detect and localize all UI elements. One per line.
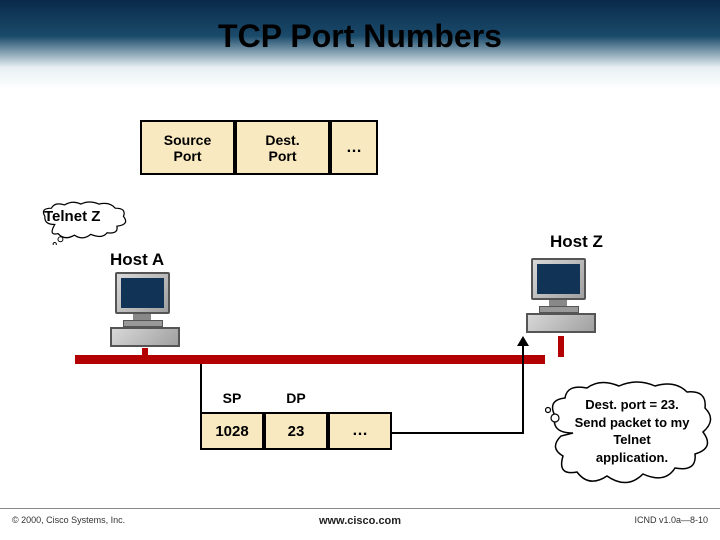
host-z-computer-icon (521, 258, 601, 338)
dest-l2: Send packet to my (575, 415, 690, 430)
source-port-l2: Port (174, 148, 202, 164)
host-z-label: Host Z (550, 232, 603, 252)
source-port-cell: Source Port (140, 120, 235, 175)
top-port-row: Source Port Dest. Port … (140, 120, 378, 175)
bottom-port-row: 1028 23 … (200, 412, 392, 450)
slide-title: TCP Port Numbers (0, 18, 720, 55)
footer-center: www.cisco.com (0, 515, 720, 527)
bottom-ellipsis-cell: … (328, 412, 392, 450)
dp-cell: 23 (264, 412, 328, 450)
top-ellipsis-cell: … (330, 120, 378, 175)
diagram: Source Port Dest. Port … Telnet Z Host A… (0, 90, 720, 510)
packet-line-right (391, 432, 524, 434)
sp-cell: 1028 (200, 412, 264, 450)
source-port-l1: Source (164, 132, 211, 148)
dest-port-l1: Dest. (265, 132, 299, 148)
network-bar (75, 355, 545, 364)
dest-cloud-text: Dest. port = 23. Send packet to my Telne… (562, 396, 702, 466)
dest-l1: Dest. port = 23. (585, 397, 679, 412)
telnet-cloud-label: Telnet Z (44, 208, 100, 225)
dest-port-l2: Port (269, 148, 297, 164)
dest-l3: Telnet (613, 432, 650, 447)
footer: © 2000, Cisco Systems, Inc. www.cisco.co… (0, 508, 720, 525)
sp-header: SP (200, 390, 264, 406)
dest-port-cell: Dest. Port (235, 120, 330, 175)
host-a-label: Host A (110, 250, 164, 270)
dp-header: DP (264, 390, 328, 406)
packet-line-down (200, 364, 202, 414)
host-a-computer-icon (105, 272, 185, 352)
sp-dp-header-row: SP DP (200, 390, 328, 406)
arrow-up-icon (517, 336, 529, 346)
dest-l4: application. (596, 450, 668, 465)
network-stub-z (558, 336, 564, 357)
packet-line-up (522, 342, 524, 434)
